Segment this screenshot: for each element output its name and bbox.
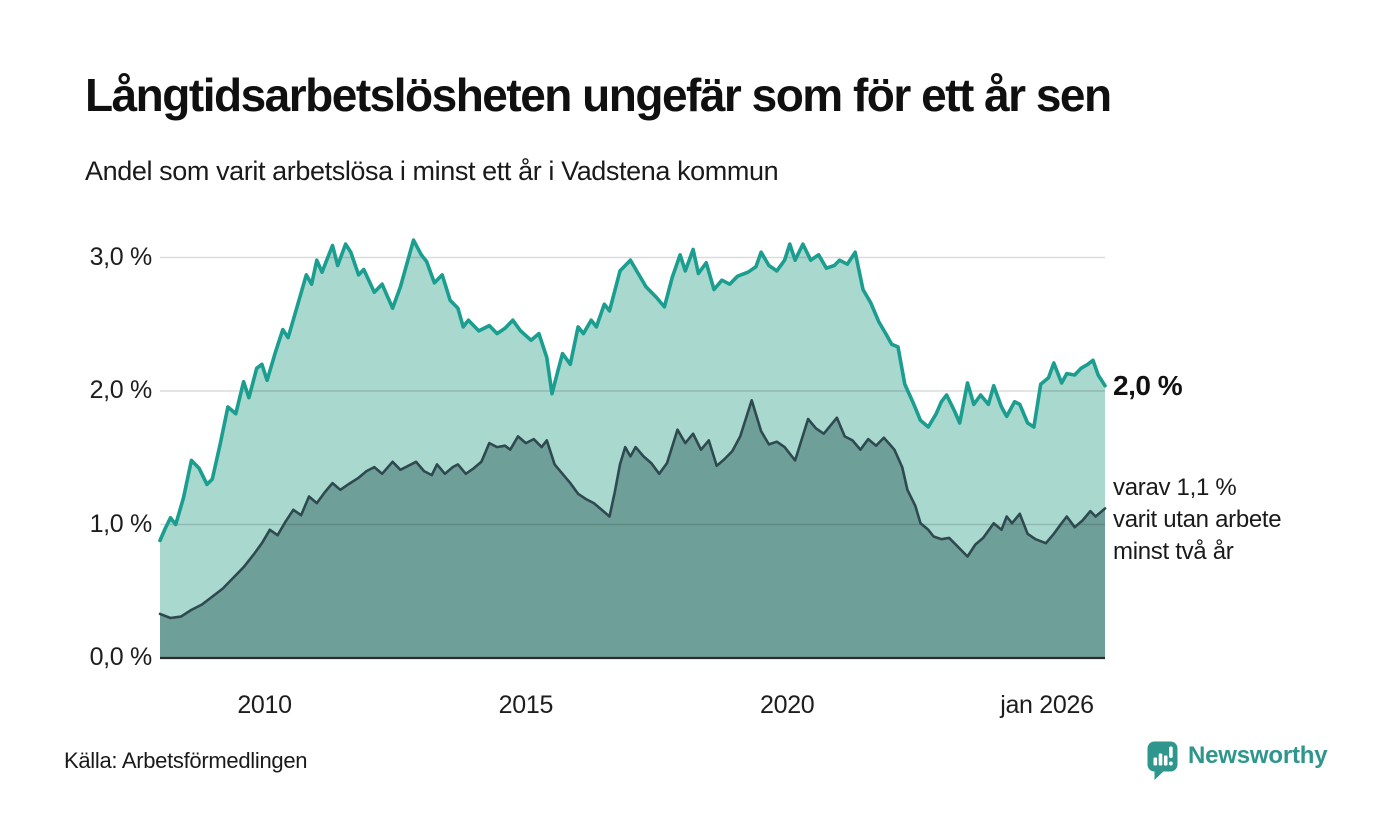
x-tick-label: 2010 — [237, 691, 292, 719]
secondary-annotation-line1: varav 1,1 % — [1113, 474, 1237, 501]
x-tick-label: jan 2026 — [1000, 691, 1094, 719]
series-line — [158, 399, 1107, 620]
chart-subtitle: Andel som varit arbetslösa i minst ett å… — [85, 156, 779, 186]
newsworthy-wordmark: Newsworthy — [1188, 742, 1328, 769]
x-tick-label: 2020 — [759, 691, 815, 719]
page-title: Långtidsarbetslösheten ungefär som för e… — [85, 69, 1112, 121]
series-area — [160, 400, 1105, 658]
secondary-annotation-line3: minst två år — [1113, 538, 1234, 565]
source-label: Källa: Arbetsförmedlingen — [64, 748, 308, 773]
latest-value-label: 2,0 % — [1113, 370, 1183, 401]
secondary-annotation: varav 1,1 % varit utan arbete minst två … — [1113, 472, 1282, 568]
y-tick-label: 2,0 % — [89, 376, 153, 404]
series-line — [158, 238, 1107, 543]
y-tick-label: 1,0 % — [89, 509, 153, 538]
y-tick-label: 0,0 % — [89, 643, 153, 671]
newsworthy-logo: Newsworthy — [1146, 740, 1328, 781]
y-tick-label: 3,0 % — [89, 242, 153, 271]
secondary-annotation-line2: varit utan arbete — [1113, 506, 1282, 533]
x-tick-label: 2015 — [498, 691, 554, 719]
newsworthy-icon — [1147, 741, 1178, 780]
